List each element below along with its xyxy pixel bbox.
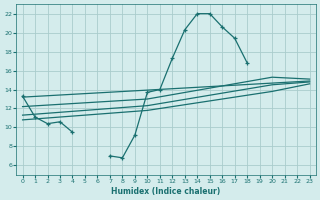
X-axis label: Humidex (Indice chaleur): Humidex (Indice chaleur) [111,187,221,196]
